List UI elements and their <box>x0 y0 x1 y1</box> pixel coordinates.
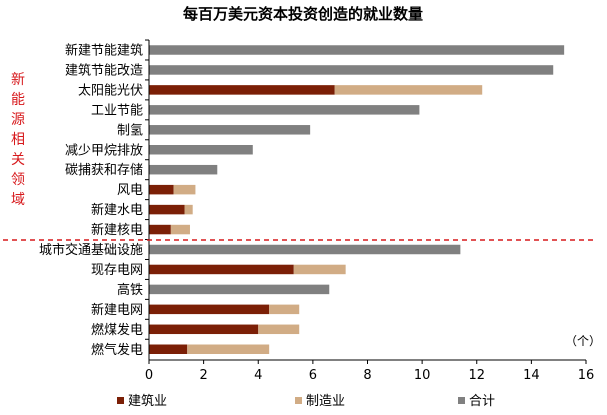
category-label: 太阳能光伏 <box>78 83 143 98</box>
bar-2-12 <box>149 284 330 295</box>
category-label: 减少甲烷排放 <box>65 143 143 158</box>
bar-0-13 <box>149 304 270 315</box>
bar-2-10 <box>149 244 461 255</box>
bar-2-4 <box>149 125 311 135</box>
bar-2-1 <box>149 65 554 75</box>
bar-2-3 <box>149 105 420 115</box>
category-label: 高铁 <box>117 282 143 298</box>
bar-0-9 <box>149 224 171 235</box>
x-axis: 0 2 4 6 8 10 12 14 16 <box>145 39 595 383</box>
x-tick-label: 16 <box>578 368 595 383</box>
category-label: 工业节能 <box>91 103 143 118</box>
unit-label: （个） <box>565 334 601 348</box>
bar-2-6 <box>149 164 218 175</box>
bar-1-13 <box>269 304 300 315</box>
bar-0-7 <box>149 184 174 195</box>
bar-2-0 <box>149 45 565 55</box>
bar-1-11 <box>293 264 346 275</box>
group-label-char: 源 <box>11 112 25 128</box>
category-label: 新建电网 <box>91 302 143 318</box>
category-labels: 新建节能建筑建筑节能改造太阳能光伏工业节能制氢减少甲烷排放碳捕获和存储风电新建水… <box>39 43 143 358</box>
group-label-char: 新 <box>11 72 25 88</box>
x-tick-label: 14 <box>523 368 540 383</box>
category-label: 建筑节能改造 <box>65 62 143 78</box>
bar-1-14 <box>258 324 300 335</box>
x-tick-label: 4 <box>254 368 262 383</box>
category-label: 新建节能建筑 <box>65 43 143 59</box>
bar-0-8 <box>149 204 185 215</box>
x-tick-label: 6 <box>309 368 317 383</box>
group-label-char: 领 <box>11 172 25 188</box>
group-label-char: 关 <box>11 152 25 168</box>
bar-1-9 <box>170 224 190 235</box>
category-label: 制氢 <box>117 123 143 138</box>
category-label: 新建核电 <box>91 222 143 238</box>
category-label: 城市交通基础设施 <box>39 242 143 258</box>
category-label: 燃气发电 <box>91 342 143 358</box>
x-tick-label: 10 <box>414 368 431 383</box>
group-label-char: 域 <box>11 192 25 208</box>
bar-2-5 <box>149 145 253 155</box>
bar-0-2 <box>149 85 335 95</box>
category-label: 新建水电 <box>91 202 143 218</box>
x-tick-label: 12 <box>468 368 485 383</box>
category-label: 风电 <box>117 183 143 198</box>
x-tick-label: 2 <box>199 368 207 383</box>
group-label-char: 能 <box>11 92 25 108</box>
bar-0-11 <box>149 264 294 275</box>
bar-0-14 <box>149 324 259 335</box>
category-label: 碳捕获和存储 <box>65 162 143 178</box>
chart-title: 每百万美元资本投资创造的就业数量 <box>183 5 423 23</box>
bar-1-15 <box>187 344 270 354</box>
x-tick-label: 8 <box>363 368 371 383</box>
bar-1-8 <box>184 204 193 215</box>
category-label: 燃煤发电 <box>91 322 143 338</box>
bar-1-7 <box>173 184 196 195</box>
legend-label-2: 合计 <box>469 394 495 409</box>
legend-label-0: 建筑业 <box>128 393 167 409</box>
bars <box>149 45 565 354</box>
x-tick-label: 0 <box>145 368 153 383</box>
bar-1-2 <box>334 85 483 95</box>
bar-0-15 <box>149 344 188 354</box>
category-label: 现存电网 <box>91 263 143 278</box>
legend-label-1: 制造业 <box>306 394 345 409</box>
legend-swatch-0 <box>117 397 124 404</box>
legend-swatch-1 <box>295 397 302 404</box>
legend: 建筑业 制造业 合计 <box>117 393 495 409</box>
group-label-char: 相 <box>11 132 25 148</box>
legend-swatch-2 <box>458 397 465 404</box>
